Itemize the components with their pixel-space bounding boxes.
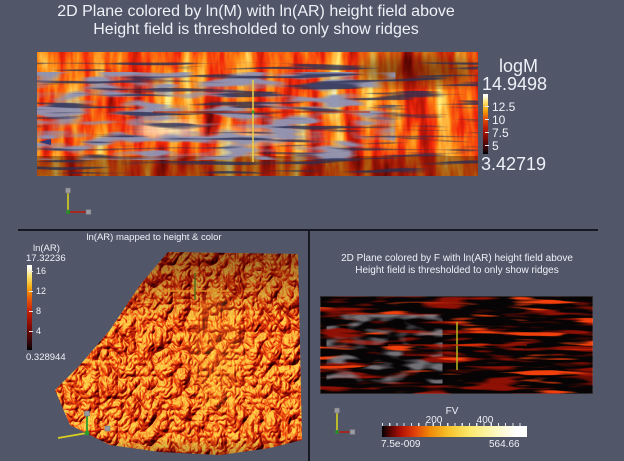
lnar-colorbar[interactable] (27, 265, 32, 350)
ridge-overlay (332, 318, 437, 380)
logm-tick-label: 7.5 (485, 126, 509, 140)
logm-legend-min: 3.42719 (481, 154, 547, 174)
logm-legend-max: 14.9498 (482, 74, 548, 94)
logm-tick-label: 10 (484, 113, 506, 127)
lnar-tick-label: 16 (28, 266, 47, 276)
logm-tick-label: 12.5 (484, 100, 516, 114)
logm-legend-title: logM (499, 56, 539, 76)
fv-legend-max: 564.66 (489, 439, 520, 450)
surface-view-canvas[interactable] (46, 244, 308, 458)
lnar-tick-label: 12 (28, 286, 47, 296)
fv-colorbar-ticks (382, 423, 527, 426)
heatmap-view-canvas[interactable] (37, 52, 478, 176)
orientation-axes-icon (334, 407, 356, 435)
lnar-tick-label: 8 (28, 306, 42, 316)
lnar-legend-max: 17.32236 (26, 253, 66, 264)
lnar-legend-title: ln(AR) (33, 243, 60, 254)
view-border (320, 296, 593, 394)
fv-view-title-line2: Height field is thresholded to only show… (355, 265, 559, 276)
lnar-tick-label: 4 (28, 326, 42, 336)
filament-overlay (37, 72, 478, 164)
probe-point[interactable] (251, 110, 255, 114)
fv-legend-title: FV (445, 406, 459, 417)
logm-colorbar[interactable] (483, 94, 488, 154)
fv-tick-label: 400 (476, 415, 494, 426)
panel-divider-vertical (308, 230, 310, 461)
orientation-axes-icon (65, 187, 92, 215)
lnar-legend-min: 0.328944 (26, 352, 66, 363)
logm-tick-label: 5 (485, 139, 499, 153)
fv-tick-label: 200 (425, 415, 443, 426)
surface-view-title: ln(AR) mapped to height & color (86, 232, 222, 243)
fv-view-title-line1: 2D Plane colored by F with ln(AR) height… (341, 253, 573, 264)
fv-legend-min: 7.5e-009 (381, 439, 421, 450)
top-view-title-line1: 2D Plane colored by ln(M) with ln(AR) he… (57, 3, 455, 20)
edge-arrow (39, 139, 51, 145)
orientation-axes-icon (57, 410, 111, 439)
top-view-title-line2: Height field is thresholded to only show… (93, 21, 419, 38)
fv-colorbar[interactable] (382, 426, 527, 437)
fv-view-canvas[interactable] (320, 296, 593, 394)
